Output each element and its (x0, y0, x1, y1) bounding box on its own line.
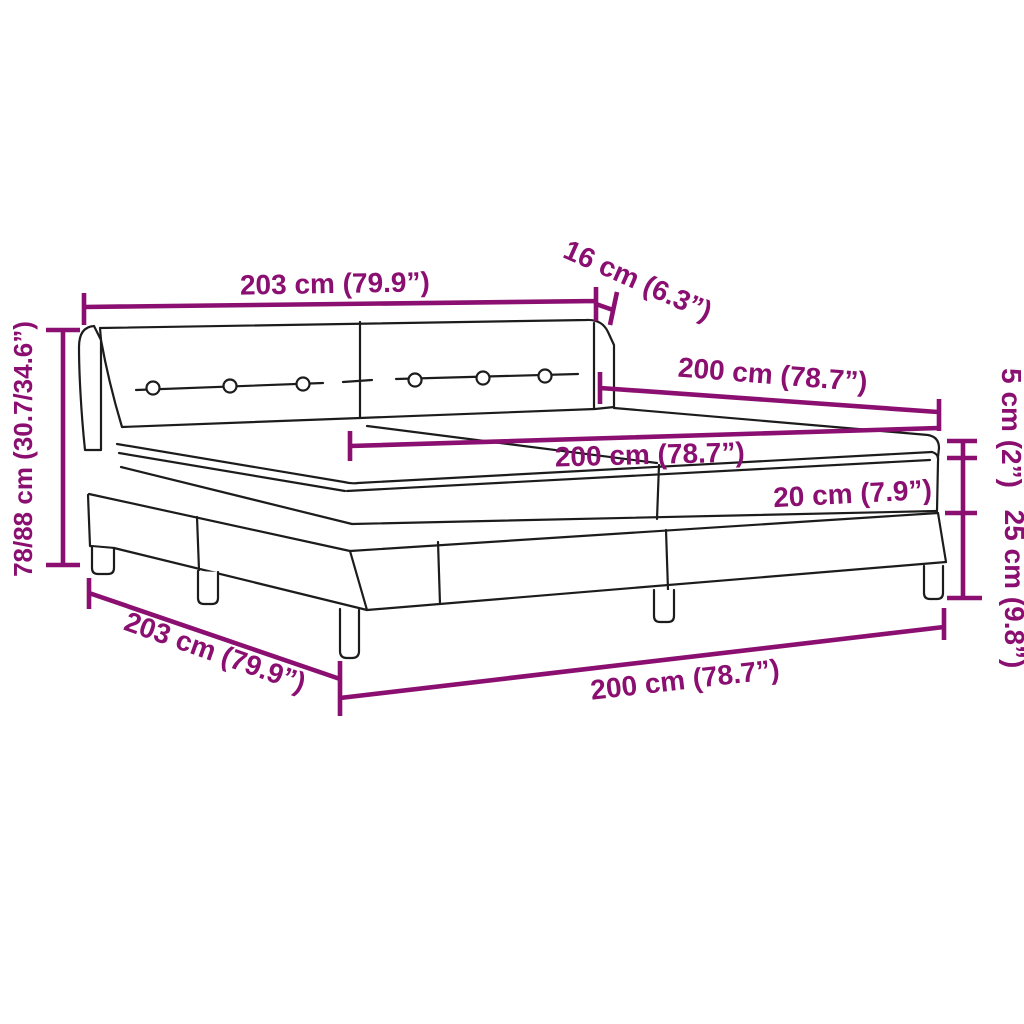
dimension-lines (46, 287, 982, 716)
bed-drawing (77, 318, 948, 660)
dim-base-length-line (339, 608, 947, 701)
mattress-top-far-edge (612, 406, 941, 459)
label-base-height: 25 cm (9.8”) (999, 510, 1024, 669)
dim-total-height-line (46, 327, 80, 568)
leg-1 (90, 545, 116, 576)
base-bottom-edge-front (365, 560, 948, 612)
leg-4 (652, 588, 676, 624)
mattress-right-end-edge (930, 450, 940, 513)
base-seam-1 (195, 515, 201, 572)
box-spring-base (86, 492, 948, 612)
leg-3 (338, 607, 361, 660)
mattress-topper-seam-front (345, 458, 932, 493)
headboard (77, 318, 616, 452)
base-top-edge-front (348, 511, 940, 553)
headboard-face (98, 318, 616, 429)
dim-height-ruler-right (945, 438, 982, 601)
base-corner-edge (348, 549, 369, 612)
label-topper-thickness: 5 cm (2”) (996, 368, 1024, 488)
base-right-end-edge (936, 511, 948, 564)
dim-mattress-width-line (347, 425, 940, 461)
base-bottom-edge-left (112, 546, 369, 612)
mattress-top-front-edge (115, 442, 934, 485)
label-base-length: 200 cm (78.7”) (589, 653, 781, 705)
base-left-end-edge (86, 493, 116, 550)
label-base-width: 203 cm (79.9”) (120, 606, 309, 699)
base-seam-2 (436, 540, 442, 606)
dim-bed-length-line (597, 372, 942, 431)
mattress-bottom-edge-left (119, 465, 354, 526)
dim-headboard-depth-line (595, 291, 620, 326)
label-bed-length: 200 cm (78.7”) (677, 352, 869, 398)
bed-legs (90, 545, 945, 660)
label-headboard-width: 203 cm (79.9”) (240, 266, 430, 300)
base-top-edge-left (87, 492, 352, 553)
leg-2 (196, 569, 220, 606)
mattress-split-seam-front (655, 463, 661, 521)
mattress-split-seam-top (365, 424, 659, 465)
label-total-height: 78/88 cm (30.7/34.6”) (8, 321, 38, 577)
headboard-buttons (145, 368, 553, 396)
mattress (115, 406, 941, 526)
dim-base-width-line (86, 578, 343, 716)
leg-5 (922, 564, 945, 601)
headboard-left-side-panel (77, 324, 103, 452)
label-mattress-thickness: 20 cm (7.9”) (772, 474, 932, 513)
base-split-seam (664, 528, 670, 592)
label-mattress-width: 200 cm (78.7”) (554, 437, 745, 473)
mattress-topper-seam-left (117, 451, 347, 493)
label-headboard-depth: 16 cm (6.3”) (559, 234, 717, 327)
mattress-bottom-edge-front (350, 509, 939, 526)
